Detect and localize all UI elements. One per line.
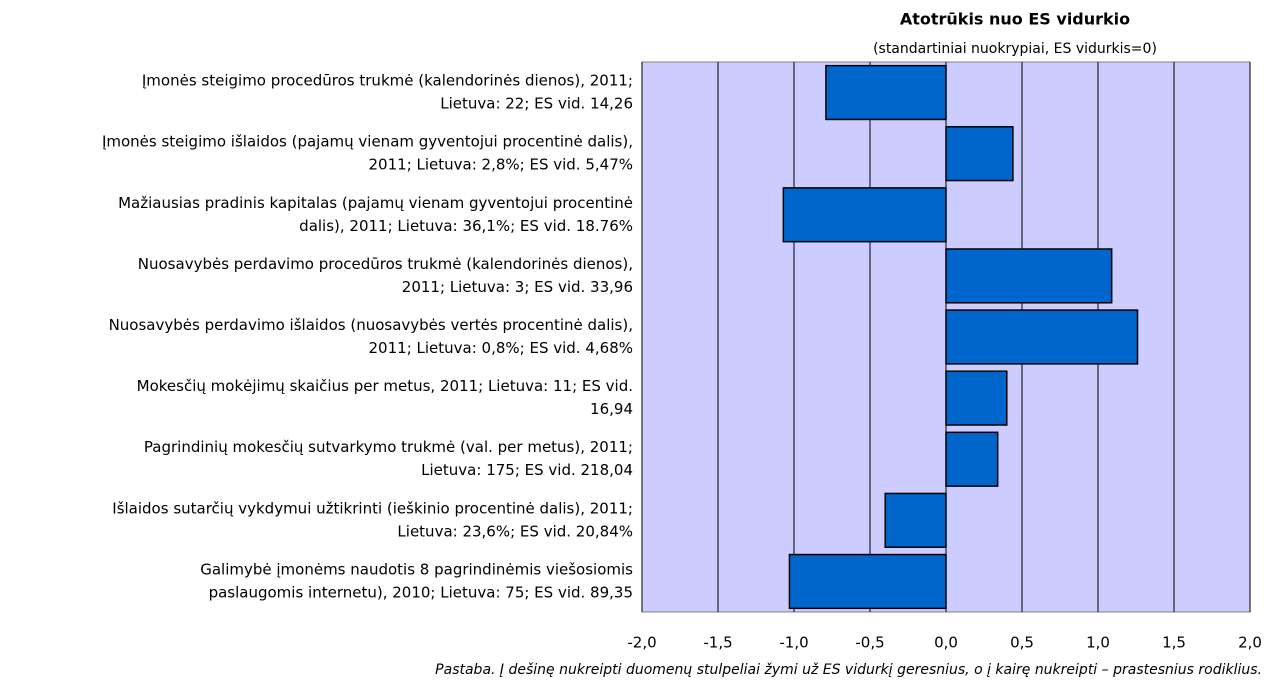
x-tick-label: 0,5 (1010, 634, 1034, 652)
bar (782, 187, 947, 243)
x-tick-label: 1,0 (1086, 634, 1110, 652)
bar (945, 309, 1139, 365)
bar (825, 64, 947, 121)
bar (945, 370, 1008, 426)
y-tick-label: Nuosavybės perdavimo procedūros trukmė (… (138, 255, 633, 273)
y-tick-label: Įmonės steigimo išlaidos (pajamų vienam … (102, 133, 633, 151)
y-tick-label: Mokesčių mokėjimų skaičius per metus, 20… (137, 377, 633, 395)
bar (884, 492, 947, 548)
y-tick-label: 2011; Lietuva: 0,8%; ES vid. 4,68% (369, 339, 633, 357)
y-tick-label: 16,94 (590, 400, 633, 418)
x-tick-label: 0,0 (934, 634, 958, 652)
y-tick-label: Lietuva: 22; ES vid. 14,26 (440, 95, 633, 113)
bar (945, 126, 1014, 182)
y-tick-label: Nuosavybės perdavimo išlaidos (nuosavybė… (109, 316, 633, 334)
x-tick-label: -1,5 (703, 634, 732, 652)
chart-subtitle: (standartiniai nuokrypiai, ES vidurkis=0… (873, 41, 1157, 57)
x-tick-label: -0,5 (855, 634, 884, 652)
note: Pastaba. Į dešinę nukreipti duomenų stul… (435, 662, 1262, 678)
y-tick-label: 2011; Lietuva: 2,8%; ES vid. 5,47% (369, 156, 633, 174)
x-tick-label: 1,5 (1162, 634, 1186, 652)
y-tick-label: Įmonės steigimo procedūros trukmė (kalen… (142, 72, 633, 90)
y-tick-label: Galimybė įmonėms naudotis 8 pagrindinėmi… (200, 560, 633, 578)
x-tick-label: -1,0 (779, 634, 808, 652)
y-tick-label: dalis), 2011; Lietuva: 36,1%; ES vid. 18… (299, 217, 633, 235)
y-tick-label: Mažiausias pradinis kapitalas (pajamų vi… (118, 194, 633, 212)
bar (945, 248, 1113, 304)
bar (945, 431, 999, 487)
bar (788, 553, 947, 610)
y-tick-label: paslaugomis internetu), 2010; Lietuva: 7… (209, 583, 633, 601)
chart-title: Atotrūkis nuo ES vidurkio (900, 10, 1130, 29)
y-tick-label: Lietuva: 23,6%; ES vid. 20,84% (397, 522, 633, 540)
y-tick-label: Lietuva: 175; ES vid. 218,04 (421, 461, 633, 479)
y-tick-label: Pagrindinių mokesčių sutvarkymo trukmė (… (144, 438, 633, 456)
y-tick-label: 2011; Lietuva: 3; ES vid. 33,96 (402, 278, 633, 296)
x-tick-label: 2,0 (1238, 634, 1262, 652)
y-tick-label: Išlaidos sutarčių vykdymui užtikrinti (i… (112, 499, 633, 517)
x-tick-label: -2,0 (627, 634, 656, 652)
